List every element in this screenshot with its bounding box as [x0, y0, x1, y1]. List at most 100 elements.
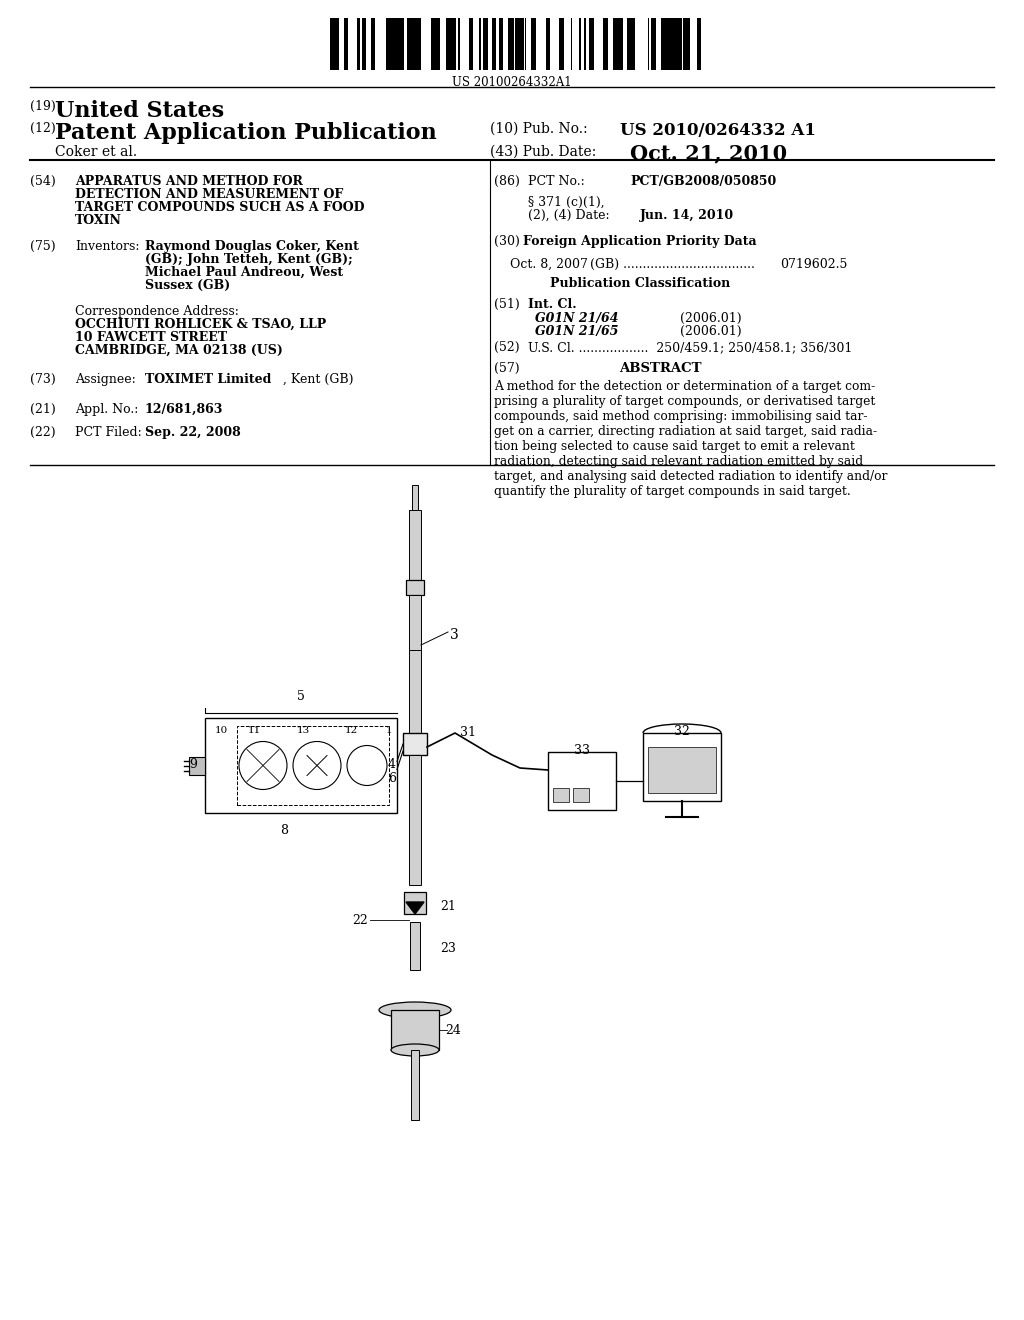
Bar	[426, 18, 431, 70]
Text: 3: 3	[450, 628, 459, 642]
Text: (54): (54)	[30, 176, 55, 187]
Bar	[566, 18, 570, 70]
Bar	[409, 649, 421, 735]
Text: (19): (19)	[30, 100, 55, 114]
Bar	[488, 18, 492, 70]
Bar	[587, 18, 589, 70]
Text: (52): (52)	[494, 341, 519, 354]
Text: PCT Filed:: PCT Filed:	[75, 426, 141, 440]
Bar	[591, 18, 594, 70]
Bar	[465, 18, 469, 70]
Bar	[409, 595, 421, 649]
Bar	[546, 18, 550, 70]
Bar	[662, 18, 665, 70]
Bar	[404, 892, 426, 913]
Text: (2006.01): (2006.01)	[680, 312, 741, 325]
Bar	[584, 18, 586, 70]
Bar	[582, 18, 584, 70]
Bar	[437, 18, 439, 70]
Bar	[536, 18, 540, 70]
Bar	[530, 18, 536, 70]
Bar	[559, 18, 563, 70]
Bar	[503, 18, 505, 70]
Text: (75): (75)	[30, 240, 55, 253]
Bar	[650, 18, 655, 70]
Text: (57): (57)	[494, 362, 519, 375]
Bar	[627, 18, 632, 70]
Bar	[382, 18, 386, 70]
Bar	[359, 18, 362, 70]
Text: Raymond Douglas Coker, Kent: Raymond Douglas Coker, Kent	[145, 240, 358, 253]
Text: PCT No.:: PCT No.:	[528, 176, 585, 187]
Bar	[555, 18, 559, 70]
Text: (43) Pub. Date:: (43) Pub. Date:	[490, 145, 596, 158]
Bar	[189, 756, 205, 775]
Bar	[431, 18, 433, 70]
Bar	[344, 18, 348, 70]
Text: Oct. 8, 2007: Oct. 8, 2007	[510, 257, 588, 271]
Bar	[348, 18, 353, 70]
Bar	[403, 733, 427, 755]
Bar	[417, 18, 421, 70]
Text: 10 FAWCETT STREET: 10 FAWCETT STREET	[75, 331, 227, 345]
Bar	[456, 18, 457, 70]
Text: Publication Classification: Publication Classification	[550, 277, 730, 290]
Bar	[439, 18, 444, 70]
Bar	[607, 18, 609, 70]
Bar	[469, 18, 472, 70]
Bar	[496, 18, 499, 70]
Bar	[550, 18, 555, 70]
Bar	[697, 18, 701, 70]
Bar	[484, 18, 488, 70]
Text: OCCHIUTI ROHLICEK & TSAO, LLP: OCCHIUTI ROHLICEK & TSAO, LLP	[75, 318, 327, 331]
Bar	[655, 18, 659, 70]
Bar	[406, 579, 424, 595]
Bar	[573, 788, 589, 803]
Text: (GB); John Tetteh, Kent (GB);: (GB); John Tetteh, Kent (GB);	[145, 253, 352, 267]
Bar	[647, 18, 649, 70]
Text: 11: 11	[248, 726, 261, 735]
Text: ABSTRACT: ABSTRACT	[618, 362, 701, 375]
Text: (30): (30)	[494, 235, 520, 248]
Text: 12: 12	[345, 726, 358, 735]
Bar	[434, 18, 437, 70]
Text: APPARATUS AND METHOD FOR: APPARATUS AND METHOD FOR	[75, 176, 303, 187]
Bar	[371, 18, 375, 70]
Bar	[411, 1049, 419, 1119]
Bar	[391, 18, 395, 70]
Text: 24: 24	[445, 1023, 461, 1036]
Bar	[642, 18, 647, 70]
Text: Assignee:: Assignee:	[75, 374, 136, 385]
Bar	[340, 18, 344, 70]
Text: G01N 21/64: G01N 21/64	[535, 312, 618, 325]
Text: 4: 4	[388, 758, 396, 771]
Text: TARGET COMPOUNDS SUCH AS A FOOD: TARGET COMPOUNDS SUCH AS A FOOD	[75, 201, 365, 214]
Bar	[572, 18, 573, 70]
Text: 23: 23	[440, 941, 456, 954]
Bar	[579, 18, 581, 70]
Text: 9: 9	[189, 759, 197, 771]
Bar	[643, 733, 721, 801]
Bar	[659, 18, 662, 70]
Bar	[508, 18, 512, 70]
Bar	[609, 18, 613, 70]
Text: 22: 22	[352, 913, 368, 927]
Text: TOXIN: TOXIN	[75, 214, 122, 227]
Text: 0719602.5: 0719602.5	[780, 257, 848, 271]
Polygon shape	[406, 902, 424, 913]
Bar	[540, 18, 545, 70]
Ellipse shape	[391, 1044, 439, 1056]
Bar	[623, 18, 627, 70]
Text: G01N 21/65: G01N 21/65	[535, 325, 618, 338]
Bar	[445, 18, 449, 70]
Bar	[479, 18, 480, 70]
Text: 12/681,863: 12/681,863	[145, 403, 223, 416]
Text: A method for the detection or determination of a target com-
prising a plurality: A method for the detection or determinat…	[494, 380, 888, 498]
Bar	[689, 18, 691, 70]
Bar	[403, 18, 406, 70]
Text: (2), (4) Date:: (2), (4) Date:	[528, 209, 609, 222]
Bar	[499, 18, 503, 70]
Bar	[514, 18, 518, 70]
Text: 13: 13	[297, 726, 310, 735]
Bar	[472, 18, 476, 70]
